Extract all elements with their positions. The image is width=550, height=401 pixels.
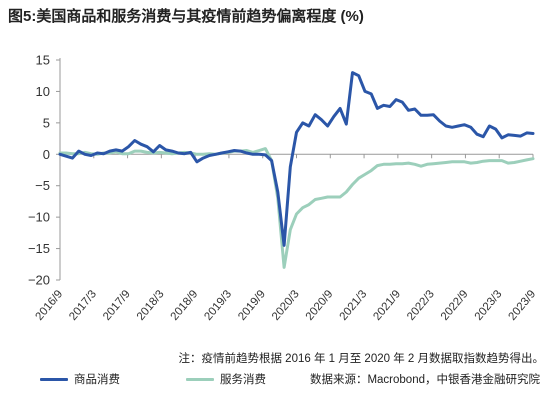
x-tick-label: 2023/3 bbox=[473, 288, 505, 323]
x-tick-label: 2021/3 bbox=[338, 288, 370, 323]
x-tick-label: 2017/3 bbox=[67, 288, 99, 323]
legend-item-goods: 商品消费 bbox=[40, 371, 120, 387]
data-source: 数据来源：Macrobond，中银香港金融研究院 bbox=[309, 374, 540, 386]
x-tick-label: 2020/9 bbox=[304, 288, 336, 323]
series-line-services bbox=[58, 147, 535, 269]
x-tick-label: 2022/3 bbox=[405, 288, 437, 323]
series-line-goods bbox=[58, 71, 535, 247]
x-tick-label: 2022/9 bbox=[439, 288, 471, 323]
y-tick-label: 10 bbox=[36, 84, 50, 99]
x-tick-label: 2023/9 bbox=[506, 288, 538, 323]
y-tick-label: 15 bbox=[36, 53, 50, 68]
legend-label-goods: 商品消费 bbox=[74, 374, 120, 386]
x-tick-label: 2019/3 bbox=[202, 288, 234, 323]
y-tick-label: 0 bbox=[43, 147, 50, 162]
x-tick-label: 2016/9 bbox=[33, 288, 65, 323]
chart-legend: 商品消费 服务消费 数据来源：Macrobond，中银香港金融研究院 bbox=[0, 371, 550, 393]
series-group bbox=[58, 71, 535, 269]
x-tick-label: 2018/9 bbox=[169, 288, 201, 323]
chart-note: 注：疫情前趋势根据 2016 年 1 月至 2020 年 2 月数据取指数趋势得… bbox=[178, 353, 544, 365]
x-tick-label: 2021/9 bbox=[371, 288, 403, 323]
legend-swatch-services bbox=[186, 377, 214, 381]
legend-item-services: 服务消费 bbox=[186, 371, 266, 387]
y-axis: 15 10 5 0 −5 −10 −15 −20 bbox=[28, 53, 61, 288]
x-tick-label: 2017/9 bbox=[101, 288, 133, 323]
x-tick-label: 2018/3 bbox=[135, 288, 167, 323]
x-tick-label: 2020/3 bbox=[270, 288, 302, 323]
legend-swatch-goods bbox=[40, 377, 68, 381]
y-tick-label: −10 bbox=[28, 210, 50, 225]
chart-title: 图5:美国商品和服务消费与其疫情前趋势偏离程度 (%) bbox=[8, 8, 364, 25]
y-tick-label: −20 bbox=[28, 273, 50, 288]
y-tick-label: −15 bbox=[28, 241, 50, 256]
y-tick-label: −5 bbox=[35, 178, 50, 193]
legend-label-services: 服务消费 bbox=[220, 374, 266, 386]
x-tick-label: 2019/9 bbox=[236, 288, 268, 323]
y-tick-label: 5 bbox=[43, 115, 50, 130]
